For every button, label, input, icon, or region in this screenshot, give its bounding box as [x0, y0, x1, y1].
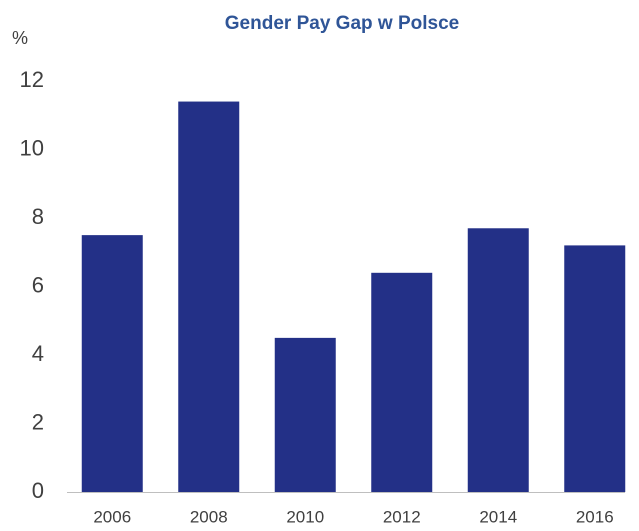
bar — [274, 337, 336, 492]
y-tick-label: 12 — [20, 67, 44, 92]
bar — [467, 228, 529, 492]
bar — [564, 245, 626, 492]
y-tick-label: 6 — [32, 272, 44, 297]
x-tick-label: 2016 — [576, 507, 614, 526]
x-tick-label: 2012 — [383, 507, 421, 526]
y-tick-label: 0 — [32, 478, 44, 503]
y-axis-label: % — [12, 28, 28, 48]
y-tick-label: 10 — [20, 135, 44, 160]
y-tick-label: 4 — [32, 341, 44, 366]
x-tick-label: 2008 — [190, 507, 228, 526]
bar — [81, 235, 143, 492]
x-tick-label: 2006 — [93, 507, 131, 526]
y-tick-label: 8 — [32, 204, 44, 229]
x-tick-label: 2010 — [286, 507, 324, 526]
x-tick-label: 2014 — [479, 507, 517, 526]
y-tick-label: 2 — [32, 409, 44, 434]
bar — [178, 101, 240, 493]
bar — [371, 272, 433, 492]
chart-title: Gender Pay Gap w Polsce — [225, 13, 459, 34]
